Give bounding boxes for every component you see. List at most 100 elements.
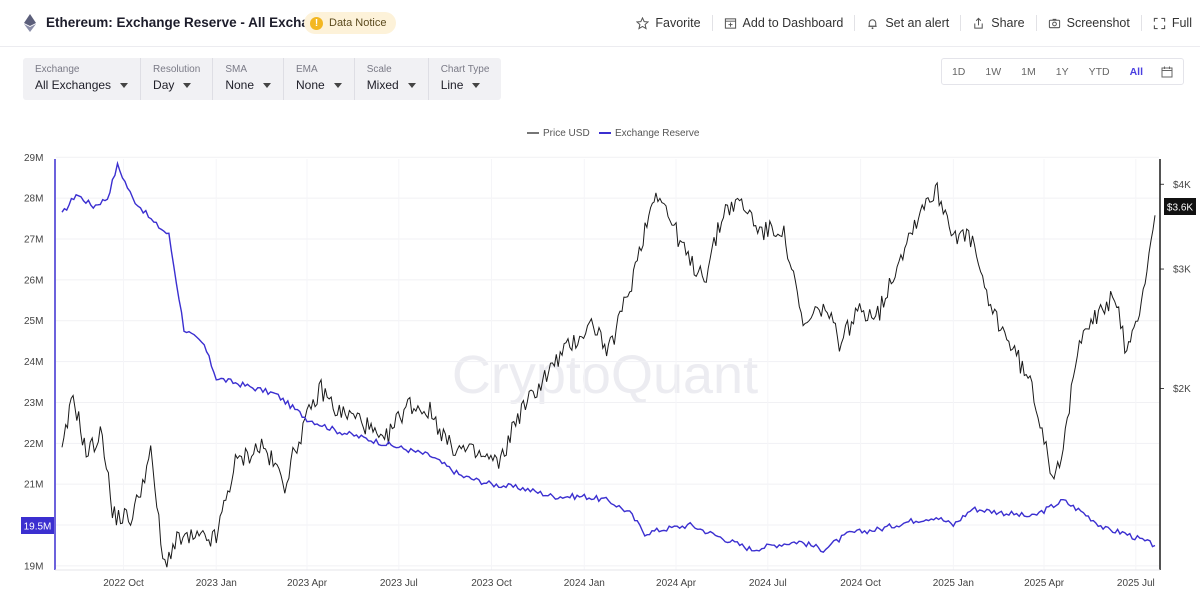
add-to-dashboard-label: Add to Dashboard bbox=[742, 16, 844, 30]
bell-icon bbox=[868, 18, 877, 29]
legend-reserve-label[interactable]: Exchange Reserve bbox=[615, 128, 700, 139]
star-icon bbox=[636, 16, 650, 30]
grid bbox=[56, 156, 1159, 570]
range-ytd[interactable]: YTD bbox=[1088, 65, 1110, 78]
x-tick-label: 2022 Oct bbox=[103, 578, 144, 589]
reserve-current-value: 19.5M bbox=[24, 522, 52, 533]
chevron-down-icon bbox=[333, 83, 342, 88]
exchange-value: All Exchanges bbox=[35, 78, 112, 92]
left-tick-label: 22M bbox=[24, 439, 43, 450]
x-tick-label: 2025 Jul bbox=[1117, 578, 1155, 589]
favorite-label: Favorite bbox=[655, 16, 701, 30]
left-tick-label: 21M bbox=[24, 480, 43, 491]
calendar-icon bbox=[1161, 66, 1173, 77]
screenshot-label: Screenshot bbox=[1066, 16, 1130, 30]
ema-label: EMA bbox=[296, 64, 318, 75]
share-icon bbox=[974, 17, 983, 29]
left-tick-label: 28M bbox=[24, 194, 43, 205]
resolution-label: Resolution bbox=[153, 64, 201, 75]
watermark: CryptoQuant bbox=[452, 345, 758, 405]
x-tick-label: 2024 Jul bbox=[749, 578, 787, 589]
chevron-down-icon bbox=[407, 83, 416, 88]
range-1y[interactable]: 1Y bbox=[1055, 65, 1069, 78]
calendar-button[interactable] bbox=[1153, 59, 1183, 84]
right-tick-label: $2K bbox=[1173, 384, 1191, 395]
chart-svg[interactable]: CryptoQuant Price USD Exchange Reserve 2… bbox=[0, 115, 1200, 594]
set-alert-label: Set an alert bbox=[885, 16, 950, 30]
range-all[interactable]: All bbox=[1129, 65, 1143, 78]
chart-type-select[interactable]: Chart Type Line bbox=[429, 58, 502, 100]
ema-select[interactable]: EMA None bbox=[284, 58, 355, 100]
price-current-badge-bg bbox=[1164, 198, 1196, 215]
price-current-value: $3.6K bbox=[1167, 203, 1193, 214]
right-tick-label: $3K bbox=[1173, 265, 1191, 276]
chart-type-value: Line bbox=[440, 78, 464, 92]
header-divider bbox=[0, 46, 1200, 47]
reserve-current-badge: 19.5M bbox=[21, 517, 54, 534]
exchange-select[interactable]: Exchange All Exchanges bbox=[23, 58, 142, 100]
range-1d[interactable]: 1D bbox=[951, 65, 966, 78]
add-to-dashboard-button[interactable]: Add to Dashboard bbox=[713, 15, 856, 31]
x-tick-label: 2024 Jan bbox=[564, 578, 605, 589]
sma-value: None bbox=[225, 78, 254, 92]
reserve-current-badge-bg bbox=[21, 517, 54, 534]
ema-value: None bbox=[296, 78, 325, 92]
exchange-label: Exchange bbox=[35, 64, 80, 75]
x-tick-label: 2025 Jan bbox=[933, 578, 974, 589]
range-1w[interactable]: 1W bbox=[985, 65, 1002, 78]
x-tick-label: 2023 Jan bbox=[196, 578, 237, 589]
x-tick-label: 2024 Oct bbox=[840, 578, 881, 589]
x-tick-label: 2023 Apr bbox=[287, 578, 328, 589]
data-notice-badge[interactable]: ! Data Notice bbox=[304, 12, 397, 34]
price-current-badge: $3.6K bbox=[1164, 198, 1196, 215]
price-usd-line[interactable] bbox=[61, 181, 1156, 568]
ethereum-icon bbox=[24, 14, 36, 32]
camera-icon bbox=[1048, 18, 1060, 28]
x-tick-label: 2024 Apr bbox=[656, 578, 697, 589]
right-tick-label: $4K bbox=[1173, 180, 1191, 191]
share-button[interactable]: Share bbox=[961, 15, 1037, 31]
left-tick-label: 19M bbox=[24, 561, 43, 572]
resolution-select[interactable]: Resolution Day bbox=[141, 58, 214, 100]
left-tick-label: 24M bbox=[24, 357, 43, 368]
x-axis-ticks: 2022 Oct 2023 Jan 2023 Apr 2023 Jul 2023 Oct… bbox=[103, 578, 1155, 589]
chevron-down-icon bbox=[263, 83, 271, 88]
page-header: Ethereum: Exchange Reserve - All Exchang… bbox=[0, 0, 1200, 46]
legend-price-label[interactable]: Price USD bbox=[543, 128, 590, 139]
scale-label: Scale bbox=[366, 64, 392, 75]
x-tick-label: 2025 Apr bbox=[1024, 578, 1065, 589]
fullscreen-button[interactable]: Full bbox=[1142, 15, 1200, 31]
left-tick-label: 29M bbox=[24, 153, 43, 164]
left-tick-label: 26M bbox=[24, 275, 43, 286]
left-axis-ticks: 29M28M27M26M25M24M23M22M21M20M19M bbox=[24, 153, 43, 573]
x-tick-label: 2023 Jul bbox=[380, 578, 418, 589]
sma-select[interactable]: SMA None bbox=[213, 58, 284, 100]
chevron-down-icon bbox=[183, 83, 192, 88]
header-actions: Favorite Add to Dashboard Set an alert S… bbox=[625, 0, 1200, 46]
fullscreen-icon bbox=[1153, 17, 1166, 29]
range-1m[interactable]: 1M bbox=[1021, 65, 1036, 78]
screenshot-button[interactable]: Screenshot bbox=[1037, 15, 1142, 31]
scale-select[interactable]: Scale Mixed bbox=[355, 58, 429, 100]
left-tick-label: 25M bbox=[24, 316, 43, 327]
left-tick-label: 27M bbox=[24, 234, 43, 245]
data-notice-label: Data Notice bbox=[329, 17, 387, 29]
resolution-value: Day bbox=[153, 78, 175, 92]
exchange-reserve-line[interactable] bbox=[61, 160, 1156, 554]
fullscreen-label: Full bbox=[1171, 16, 1192, 30]
chevron-down-icon bbox=[120, 83, 129, 88]
favorite-button[interactable]: Favorite bbox=[625, 15, 713, 31]
time-range-selector: 1D 1W 1M 1Y YTD All bbox=[940, 58, 1184, 85]
scale-value: Mixed bbox=[366, 78, 399, 92]
page-title: Ethereum: Exchange Reserve - All Exchang… bbox=[46, 15, 341, 30]
set-alert-button[interactable]: Set an alert bbox=[855, 15, 962, 31]
share-label: Share bbox=[991, 16, 1025, 30]
dashboard-add-icon bbox=[724, 17, 736, 29]
sma-label: SMA bbox=[225, 64, 247, 75]
legend: Price USD Exchange Reserve bbox=[527, 128, 700, 139]
x-tick-label: 2023 Oct bbox=[471, 578, 512, 589]
chevron-down-icon bbox=[472, 83, 481, 88]
left-tick-label: 23M bbox=[24, 398, 43, 409]
warning-icon: ! bbox=[310, 16, 323, 30]
chart-type-label: Chart Type bbox=[440, 64, 490, 75]
